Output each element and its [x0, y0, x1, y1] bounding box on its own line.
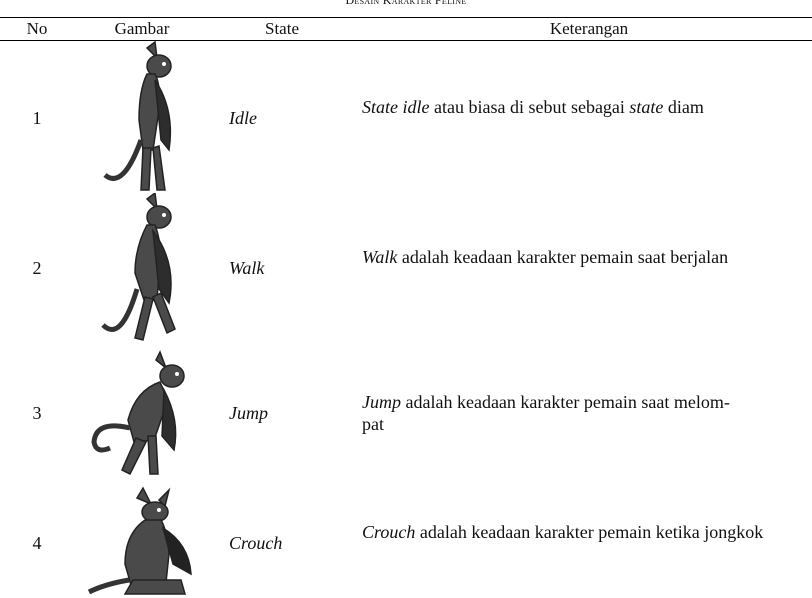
- row-number: 4: [32, 533, 42, 553]
- table-caption: Desain Karakter Feline: [345, 0, 467, 7]
- description-segment: State idle: [362, 97, 430, 117]
- header-gambar: Gambar: [114, 19, 170, 38]
- row-description: Jump adalah keadaan karakter pemain saat…: [362, 391, 807, 435]
- row-state: Walk: [229, 258, 265, 278]
- description-segment: Walk: [362, 247, 398, 267]
- description-segment: pat: [362, 414, 384, 434]
- description-segment: Jump: [362, 392, 401, 412]
- description-segment: atau biasa di sebut sebagai: [429, 97, 630, 117]
- header-state: State: [265, 19, 299, 38]
- description-segment: adalah keadaan karakter pemain saat berj…: [397, 247, 729, 267]
- description-segment: diam: [663, 97, 704, 117]
- idle-figure: [103, 40, 172, 191]
- row-description: Crouch adalah keadaan karakter pemain ke…: [362, 521, 782, 543]
- row-description: State idle atau biasa di sebut sebagai s…: [362, 96, 782, 118]
- description-segment: adalah keadaan karakter pemain saat melo…: [401, 392, 730, 412]
- row-number: 3: [32, 403, 42, 423]
- top-rule: [0, 17, 812, 18]
- jump-figure: [91, 350, 185, 476]
- header-keterangan: Keterangan: [549, 19, 629, 38]
- row-number: 1: [32, 108, 42, 128]
- header-no: No: [26, 19, 48, 38]
- row-state: Jump: [229, 403, 268, 423]
- row-description: Walk adalah keadaan karakter pemain saat…: [362, 246, 782, 268]
- header-rule: [0, 40, 812, 41]
- row-state: Crouch: [229, 533, 283, 553]
- description-segment: Crouch: [362, 522, 416, 542]
- row-number: 2: [32, 258, 42, 278]
- description-segment: state: [629, 97, 664, 117]
- crouch-figure: [87, 486, 192, 595]
- walk-figure: [101, 193, 176, 341]
- row-state: Idle: [229, 108, 257, 128]
- description-segment: adalah keadaan karakter pemain ketika jo…: [415, 522, 764, 542]
